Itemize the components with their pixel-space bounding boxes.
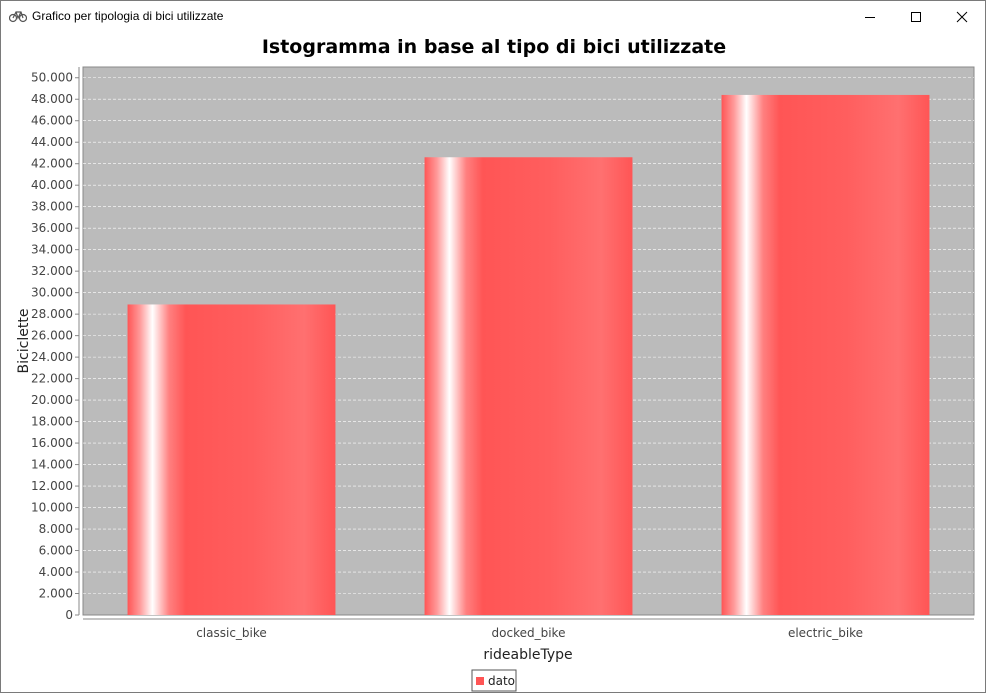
y-tick-label: 50.000 [31,71,73,85]
y-tick-label: 20.000 [31,393,73,407]
close-button[interactable] [939,1,985,32]
maximize-icon [911,11,921,22]
x-axis-label: rideableType [483,647,572,663]
y-axis-label: Biciclette [16,309,32,374]
close-icon [956,11,968,22]
legend-label: dato [488,674,515,688]
chart-title: Istogramma in base al tipo di bici utili… [262,36,726,58]
legend-box [471,669,517,692]
y-tick-label: 10.000 [31,501,73,515]
y-tick-label: 4.000 [39,565,73,579]
y-tick-label: 0 [65,608,73,622]
y-tick-label: 6.000 [39,544,73,558]
y-tick-label: 36.000 [31,221,73,235]
x-axis: classic_bike docked_bike electric_bike [83,618,974,640]
maximize-button[interactable] [893,1,939,32]
x-tick-label: docked_bike [492,626,566,640]
y-tick-label: 28.000 [31,307,73,321]
y-tick-label: 44.000 [31,135,73,149]
bars [127,94,930,615]
y-tick-label: 48.000 [31,92,73,106]
y-axis: 0 2.000 4.000 6.000 8.000 10.000 12.000 14.000 1… [31,67,80,622]
y-tick-label: 24.000 [31,350,73,364]
y-tick-label: 18.000 [31,415,73,429]
title-bar[interactable]: Grafico per tipologia di bici utilizzate [1,1,985,32]
y-tick-label: 30.000 [31,286,73,300]
bicycle-icon [9,11,27,23]
y-tick-label: 16.000 [31,436,73,450]
x-tick-label: classic_bike [196,626,267,640]
legend: dato [471,669,517,692]
bar [721,94,930,615]
y-tick-label: 22.000 [31,372,73,386]
y-tick-label: 14.000 [31,458,73,472]
y-tick-label: 40.000 [31,178,73,192]
window-title: Grafico per tipologia di bici utilizzate [32,9,224,23]
x-tick-label: electric_bike [788,626,863,640]
bar [424,157,633,615]
legend-swatch [476,677,484,685]
y-tick-label: 38.000 [31,200,73,214]
minimize-icon [865,16,875,18]
y-tick-label: 32.000 [31,264,73,278]
y-tick-label: 26.000 [31,329,73,343]
y-tick-label: 34.000 [31,243,73,257]
y-tick-label: 42.000 [31,157,73,171]
y-tick-label: 12.000 [31,479,73,493]
y-tick-label: 2.000 [39,587,73,601]
y-tick-label: 8.000 [39,522,73,536]
y-tick-label: 46.000 [31,114,73,128]
bar [127,304,336,615]
minimize-button[interactable] [847,1,893,32]
